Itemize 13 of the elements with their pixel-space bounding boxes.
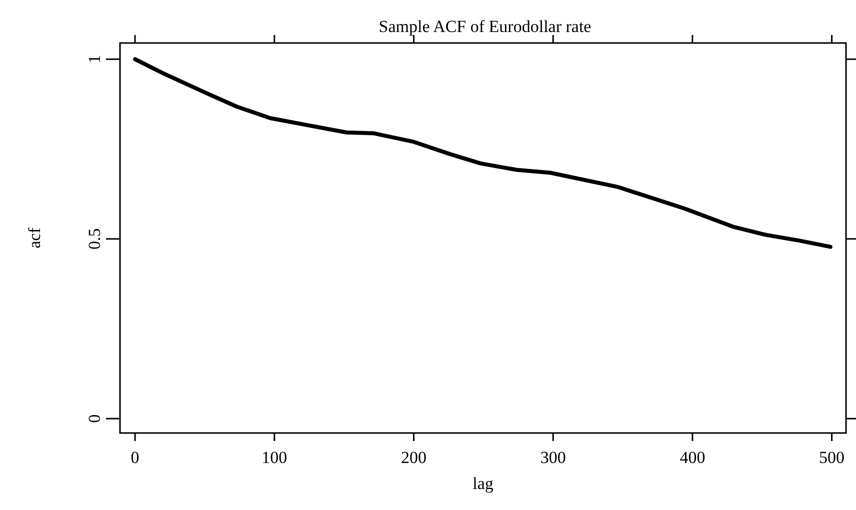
x-tick-label: 0 [130, 448, 140, 467]
x-tick-label: 300 [540, 448, 566, 467]
line-series [133, 57, 832, 249]
x-tick-label: 400 [680, 448, 706, 467]
y-tick-label: 0 [85, 414, 104, 423]
y-tick-label: 1 [85, 54, 104, 64]
x-tick-label: 200 [400, 448, 426, 467]
x-axis-title: lag [472, 474, 494, 493]
y-tick-label: 0.5 [85, 228, 104, 250]
chart-title: Sample ACF of Eurodollar rate [378, 17, 592, 36]
y-axis-title: acf [25, 227, 44, 248]
x-tick-label: 100 [262, 448, 288, 467]
x-tick-label: 500 [819, 448, 845, 467]
